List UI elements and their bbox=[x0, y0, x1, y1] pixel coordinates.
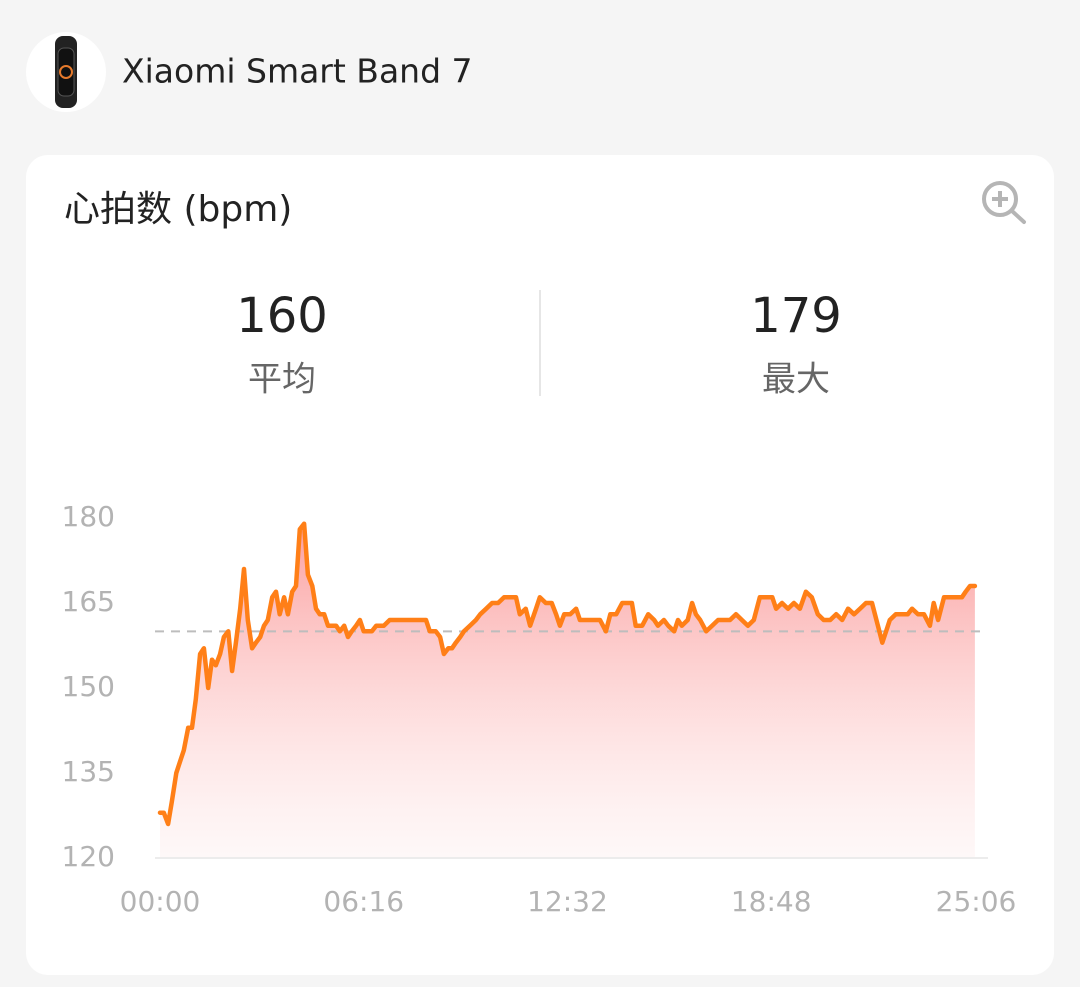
area-fill bbox=[160, 523, 975, 858]
x-tick-label: 00:00 bbox=[120, 885, 201, 918]
stat-value: 179 bbox=[750, 288, 842, 344]
stat-label: 最大 bbox=[762, 360, 830, 400]
device-header[interactable]: Xiaomi Smart Band 7 bbox=[26, 32, 473, 112]
card-title: 心拍数 (bpm) bbox=[64, 189, 292, 230]
y-tick-label: 120 bbox=[62, 840, 115, 873]
x-tick-label: 06:16 bbox=[323, 885, 404, 918]
x-tick-label: 12:32 bbox=[527, 885, 608, 918]
stat-label: 平均 bbox=[248, 360, 316, 400]
x-tick-label: 25:06 bbox=[936, 885, 1017, 918]
zoom-icon-circle bbox=[982, 181, 1018, 217]
y-tick-label: 135 bbox=[62, 755, 115, 788]
band-dial bbox=[59, 65, 73, 79]
stat-value: 160 bbox=[236, 288, 328, 344]
y-tick-label: 180 bbox=[62, 500, 115, 533]
x-tick-label: 18:48 bbox=[731, 885, 812, 918]
zoom-button[interactable] bbox=[982, 181, 1026, 224]
y-tick-label: 165 bbox=[62, 585, 115, 618]
y-tick-label: 150 bbox=[62, 670, 115, 703]
heart-rate-line bbox=[157, 521, 978, 827]
device-name: Xiaomi Smart Band 7 bbox=[122, 52, 473, 91]
zoom-icon-handle bbox=[1010, 209, 1026, 224]
band-screen bbox=[57, 47, 75, 97]
